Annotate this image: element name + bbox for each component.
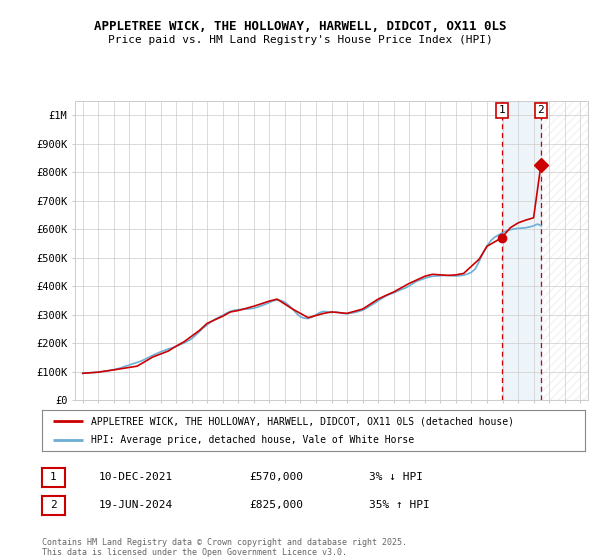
Bar	[541, 101, 588, 400]
Text: 10-DEC-2021: 10-DEC-2021	[99, 472, 173, 482]
Text: Contains HM Land Registry data © Crown copyright and database right 2025.
This d: Contains HM Land Registry data © Crown c…	[42, 538, 407, 557]
Text: 1: 1	[499, 105, 505, 115]
Text: £825,000: £825,000	[249, 500, 303, 510]
Bar	[502, 101, 541, 400]
Text: APPLETREE WICK, THE HOLLOWAY, HARWELL, DIDCOT, OX11 0LS (detached house): APPLETREE WICK, THE HOLLOWAY, HARWELL, D…	[91, 417, 514, 426]
Text: £570,000: £570,000	[249, 472, 303, 482]
Text: APPLETREE WICK, THE HOLLOWAY, HARWELL, DIDCOT, OX11 0LS: APPLETREE WICK, THE HOLLOWAY, HARWELL, D…	[94, 20, 506, 32]
Text: 3% ↓ HPI: 3% ↓ HPI	[369, 472, 423, 482]
Text: HPI: Average price, detached house, Vale of White Horse: HPI: Average price, detached house, Vale…	[91, 435, 414, 445]
Text: 35% ↑ HPI: 35% ↑ HPI	[369, 500, 430, 510]
Text: 19-JUN-2024: 19-JUN-2024	[99, 500, 173, 510]
Text: 1: 1	[50, 472, 57, 482]
Text: Price paid vs. HM Land Registry's House Price Index (HPI): Price paid vs. HM Land Registry's House …	[107, 35, 493, 45]
Text: 2: 2	[50, 500, 57, 510]
Text: 2: 2	[538, 105, 544, 115]
